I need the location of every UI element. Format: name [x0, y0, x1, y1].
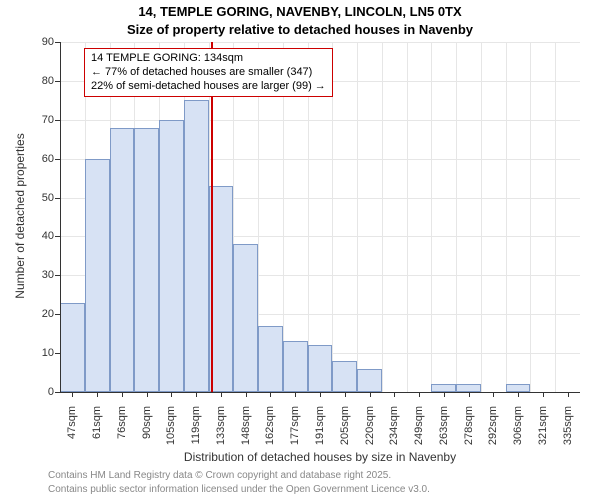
- x-tick-label: 263sqm: [438, 406, 450, 456]
- y-tick-label: 70: [30, 114, 54, 126]
- histogram-bar: [60, 303, 85, 392]
- y-tick-label: 40: [30, 230, 54, 242]
- y-axis-line: [60, 42, 61, 392]
- gridline-h: [60, 120, 580, 121]
- x-tick-label: 177sqm: [289, 406, 301, 456]
- x-tick-label: 278sqm: [463, 406, 475, 456]
- x-tick-label: 306sqm: [512, 406, 524, 456]
- gridline-v: [431, 42, 432, 392]
- histogram-bar: [110, 128, 135, 392]
- histogram-bar: [159, 120, 184, 392]
- y-tick-label: 90: [30, 36, 54, 48]
- histogram-bar: [456, 384, 481, 392]
- y-tick-label: 60: [30, 153, 54, 165]
- annotation-line: 22% of semi-detached houses are larger (…: [91, 80, 326, 94]
- chart-title-line2: Size of property relative to detached ho…: [0, 22, 600, 37]
- x-tick-label: 133sqm: [215, 406, 227, 456]
- histogram-bar: [258, 326, 283, 392]
- y-tick-label: 20: [30, 308, 54, 320]
- x-tick-label: 90sqm: [141, 406, 153, 456]
- annotation-box: 14 TEMPLE GORING: 134sqm← 77% of detache…: [84, 48, 333, 97]
- x-tick-label: 105sqm: [165, 406, 177, 456]
- x-tick-label: 321sqm: [537, 406, 549, 456]
- x-tick-label: 61sqm: [91, 406, 103, 456]
- histogram-bar: [308, 345, 333, 392]
- gridline-v: [506, 42, 507, 392]
- x-tick-label: 292sqm: [487, 406, 499, 456]
- y-tick-label: 0: [30, 386, 54, 398]
- chart-title-line1: 14, TEMPLE GORING, NAVENBY, LINCOLN, LN5…: [0, 4, 600, 19]
- x-tick-label: 205sqm: [339, 406, 351, 456]
- gridline-v: [357, 42, 358, 392]
- x-tick-label: 76sqm: [116, 406, 128, 456]
- histogram-bar: [134, 128, 159, 392]
- x-tick-label: 220sqm: [364, 406, 376, 456]
- gridline-v: [456, 42, 457, 392]
- x-tick-label: 162sqm: [264, 406, 276, 456]
- histogram-bar: [233, 244, 258, 392]
- x-tick-label: 249sqm: [413, 406, 425, 456]
- gridline-v: [407, 42, 408, 392]
- y-tick-label: 30: [30, 269, 54, 281]
- histogram-bar: [506, 384, 531, 392]
- gridline-v: [481, 42, 482, 392]
- x-tick-label: 335sqm: [562, 406, 574, 456]
- y-axis-label: Number of detached properties: [13, 41, 27, 391]
- x-tick-label: 119sqm: [190, 406, 202, 456]
- histogram-bar: [431, 384, 456, 392]
- annotation-line: 14 TEMPLE GORING: 134sqm: [91, 52, 326, 66]
- x-tick-label: 148sqm: [240, 406, 252, 456]
- gridline-v: [530, 42, 531, 392]
- gridline-v: [382, 42, 383, 392]
- gridline-h: [60, 42, 580, 43]
- gridline-v: [555, 42, 556, 392]
- histogram-bar: [332, 361, 357, 392]
- y-tick-label: 50: [30, 192, 54, 204]
- histogram-bar: [85, 159, 110, 392]
- x-tick-label: 191sqm: [314, 406, 326, 456]
- histogram-bar: [357, 369, 382, 392]
- histogram-bar: [283, 341, 308, 392]
- y-tick-label: 10: [30, 347, 54, 359]
- x-tick-label: 47sqm: [66, 406, 78, 456]
- y-tick-label: 80: [30, 75, 54, 87]
- footer-line-1: Contains HM Land Registry data © Crown c…: [0, 470, 600, 481]
- annotation-line: ← 77% of detached houses are smaller (34…: [91, 66, 326, 80]
- x-tick-label: 234sqm: [388, 406, 400, 456]
- histogram-bar: [184, 100, 209, 392]
- histogram-chart: 14, TEMPLE GORING, NAVENBY, LINCOLN, LN5…: [0, 0, 600, 500]
- footer-line-2: Contains public sector information licen…: [0, 484, 600, 495]
- x-axis-label: Distribution of detached houses by size …: [60, 450, 580, 464]
- x-axis-line: [60, 392, 580, 393]
